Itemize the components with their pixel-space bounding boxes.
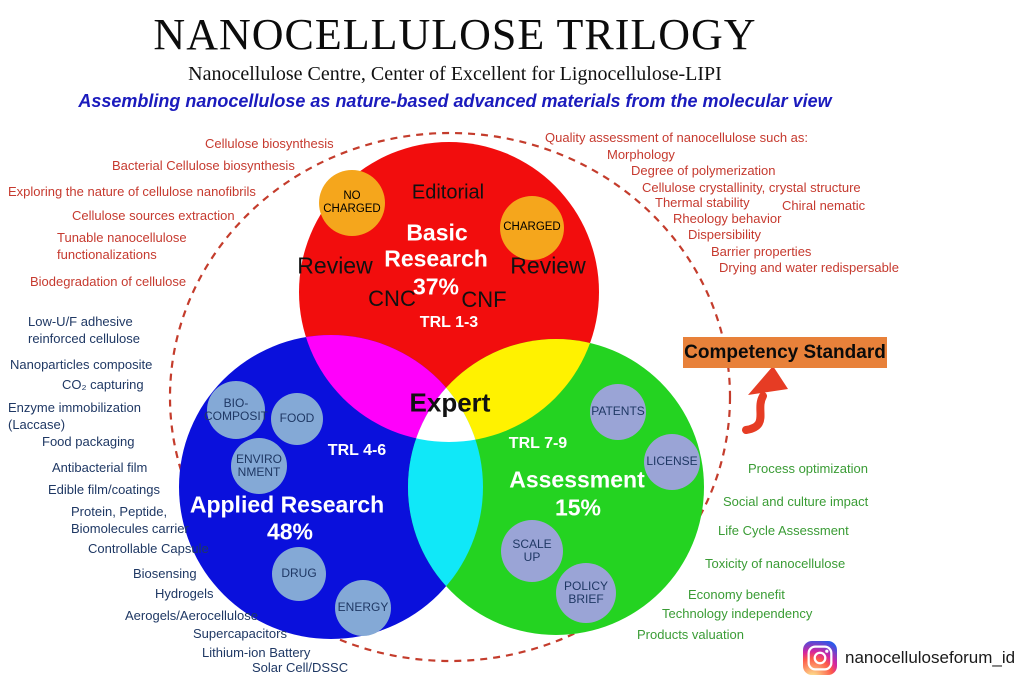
food-bubble: FOOD	[271, 393, 323, 445]
basic-topic: Bacterial Cellulose biosynthesis	[112, 158, 295, 173]
basic-research-percent: 37%	[412, 273, 460, 300]
assessment-percent: 15%	[554, 494, 602, 521]
quality-topic: Thermal stability	[655, 195, 750, 210]
assessment-topic: Toxicity of nanocellulose	[705, 556, 846, 571]
expert-label: Expert	[409, 387, 491, 418]
instagram-icon	[803, 641, 837, 675]
assessment-topic: Economy benefit	[688, 587, 785, 602]
quality-topic: Cellulose crystallinity, crystal structu…	[642, 180, 861, 195]
curved-arrow-head	[748, 366, 788, 395]
quality-topic: Drying and water redispersable	[719, 260, 899, 275]
cnc-label: CNC	[368, 286, 416, 311]
applied-topic: Food packaging	[42, 434, 135, 449]
scale-up-bubble: SCALE UP	[501, 520, 563, 582]
quality-topic: Degree of polymerization	[631, 163, 776, 178]
overlap-red-green	[408, 339, 599, 442]
biocomposite-bubble: BIO- COMPOSIT	[204, 381, 268, 439]
environment-bubble: ENVIRO NMENT	[231, 438, 287, 494]
assessment-topic: Life Cycle Assessment	[718, 523, 849, 538]
dashed-boundary-circle	[168, 131, 732, 663]
basic-research-label-line1: Basic	[406, 219, 468, 246]
applied-topic: Controllable Capsule	[88, 541, 209, 556]
overlap-red-blue	[299, 335, 483, 442]
quality-topic: Barrier properties	[711, 244, 812, 259]
basic-topic: Exploring the nature of cellulose nanofi…	[8, 184, 256, 199]
applied-topic: Lithium-ion Battery	[202, 645, 311, 660]
header: NANOCELLULOSE TRILOGY Nanocellulose Cent…	[0, 12, 910, 112]
applied-topic: Biosensing	[133, 566, 197, 581]
review-left-label: Review	[297, 252, 373, 279]
applied-topic: Enzyme immobilization (Laccase)	[8, 400, 141, 432]
assessment-topic: Technology independency	[662, 606, 813, 621]
page-title: NANOCELLULOSE TRILOGY	[153, 10, 757, 59]
basic-topic: Cellulose biosynthesis	[205, 136, 334, 151]
basic-research-label-line2: Research	[384, 245, 488, 272]
quality-topic: Chiral nematic	[782, 198, 866, 213]
applied-topic: Nanoparticles composite	[10, 357, 153, 372]
drug-bubble: DRUG	[272, 547, 326, 601]
trl-4-6-label: TRL 4-6	[327, 442, 387, 459]
trl-7-9-label: TRL 7-9	[508, 435, 568, 452]
editorial-label: Editorial	[411, 181, 485, 204]
quality-topic: Rheology behavior	[673, 211, 782, 226]
applied-topic: Aerogels/Aerocellulose	[125, 608, 258, 623]
license-bubble: LICENSE	[644, 434, 700, 490]
quality-topic: Quality assessment of nanocellulose such…	[545, 130, 809, 145]
quality-topic: Dispersibility	[688, 227, 761, 242]
assessment-topic: Process optimization	[748, 461, 868, 476]
applied-topic: Solar Cell/DSSC	[252, 660, 349, 675]
no-charged-badge: NO CHARGED	[319, 170, 385, 236]
assessment-label: Assessment	[509, 466, 645, 493]
applied-research-label: Applied Research	[189, 491, 385, 518]
applied-topic: Hydrogels	[155, 586, 214, 601]
policy-brief-bubble: POLICY BRIEF	[556, 563, 616, 623]
quality-topic: Morphology	[607, 147, 675, 162]
page-subtitle: Nanocellulose Centre, Center of Excellen…	[188, 62, 722, 85]
assessment-topic: Social and culture impact	[723, 494, 869, 509]
applied-research-percent: 48%	[266, 518, 314, 545]
basic-topic: Tunable nanocellulose functionalizations	[57, 230, 187, 262]
basic-topic: Cellulose sources extraction	[72, 208, 235, 223]
applied-topic: Antibacterial film	[52, 460, 148, 475]
applied-topic: Supercapacitors	[193, 626, 287, 641]
assessment-topic: Products valuation	[637, 627, 744, 642]
charged-badge: CHARGED	[500, 196, 564, 260]
trl-1-3-label: TRL 1-3	[419, 314, 479, 331]
patents-bubble: PATENTS	[590, 384, 646, 440]
competency-standard-box: Competency Standard	[683, 337, 887, 368]
energy-bubble: ENERGY	[335, 580, 391, 636]
basic-topic: Biodegradation of cellulose	[30, 274, 187, 289]
instagram-handle: nanocelluloseforum_id	[845, 648, 1016, 667]
cnf-label: CNF	[461, 287, 507, 312]
applied-topic: Low-U/F adhesive reinforced cellulose	[28, 314, 141, 346]
applied-topic: Protein, Peptide, Biomolecules carrier	[71, 504, 189, 536]
applied-topic: Edible film/coatings	[48, 482, 160, 497]
curved-arrow-tail	[742, 392, 767, 434]
applied-topic: CO₂ capturing	[62, 377, 144, 392]
page-tagline: Assembling nanocellulose as nature-based…	[78, 90, 832, 111]
